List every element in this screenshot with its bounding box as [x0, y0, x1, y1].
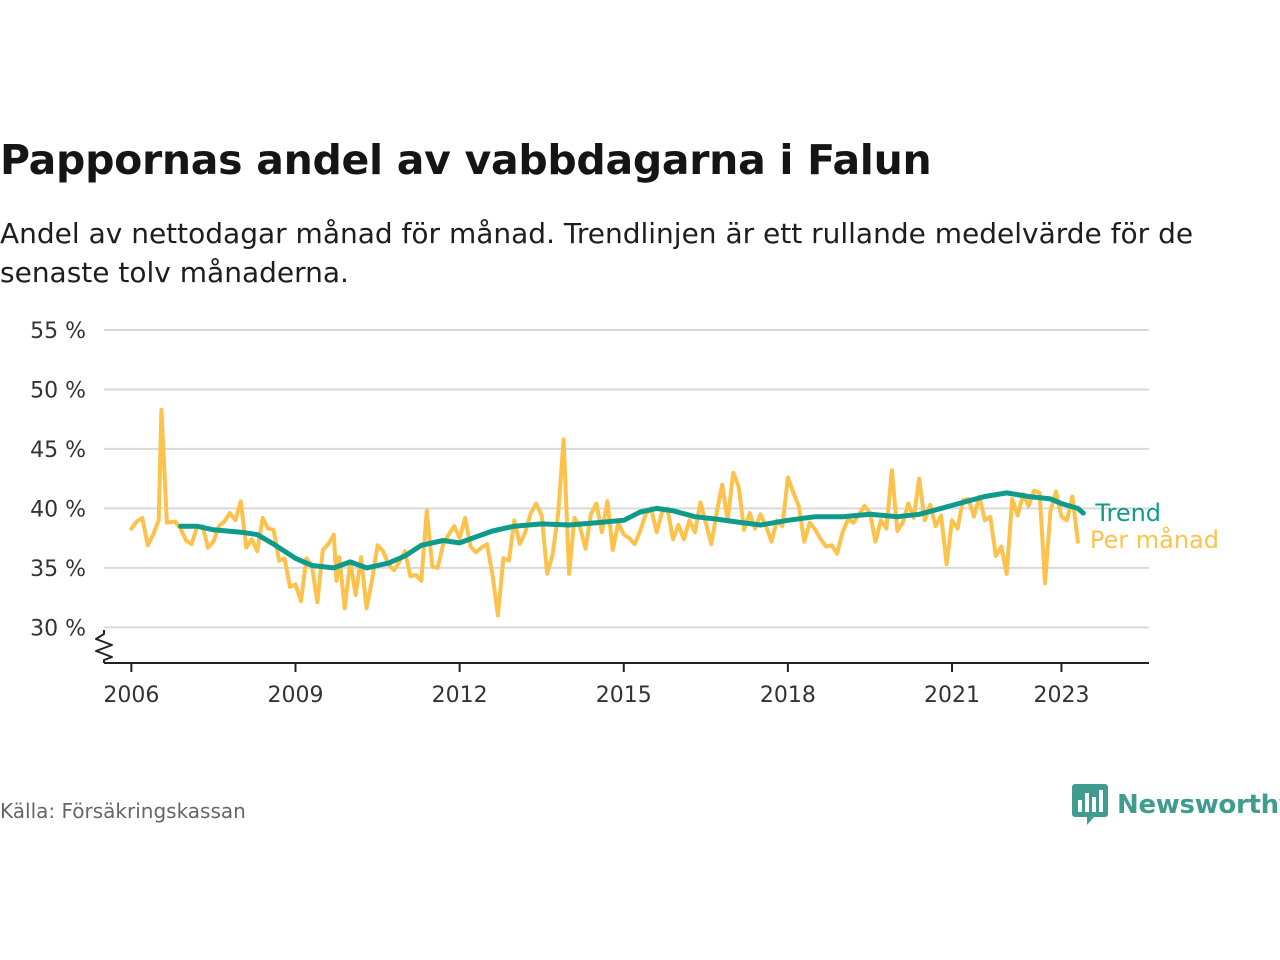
x-tick-label: 2009: [267, 683, 323, 708]
chart-subtitle: Andel av nettodagar månad för månad. Tre…: [0, 217, 1194, 289]
brand-name: Newsworthy: [1117, 790, 1280, 820]
newsworthy-logo-icon: [1072, 784, 1108, 825]
monthly-series-label: Per månad: [1090, 525, 1219, 554]
x-tick-label: 2006: [103, 683, 159, 708]
x-tick-label: 2015: [596, 683, 652, 708]
x-tick-label: 2018: [760, 683, 816, 708]
y-axis-labels: 30 % 35 % 40 % 45 % 50 % 55 %: [30, 319, 86, 641]
monthly-line: [129, 407, 1080, 618]
y-tick-label: 40 %: [30, 497, 86, 522]
chart-title: Pappornas andel av vabbdagarna i Falun: [0, 136, 932, 184]
x-tick-label: 2021: [924, 683, 980, 708]
trend-series-label: Trend: [1094, 499, 1161, 527]
y-tick-label: 45 %: [30, 438, 86, 463]
y-tick-label: 35 %: [30, 557, 86, 582]
axis-break-icon: [95, 630, 113, 663]
x-tick-label: 2012: [432, 683, 488, 708]
newsworthy-logo: Newsworthy: [1072, 784, 1280, 826]
x-axis: 2006 2009 2012 2015 2018 2021 2023: [95, 630, 1149, 708]
series-lines: [129, 407, 1086, 618]
y-tick-label: 50 %: [30, 378, 86, 403]
y-tick-label: 30 %: [30, 616, 86, 641]
source-note: Källa: Försäkringskassan: [0, 799, 246, 823]
gridlines: [104, 329, 1149, 629]
trend-line: [178, 490, 1086, 571]
y-tick-label: 55 %: [30, 319, 86, 344]
x-tick-label: 2023: [1033, 683, 1089, 708]
